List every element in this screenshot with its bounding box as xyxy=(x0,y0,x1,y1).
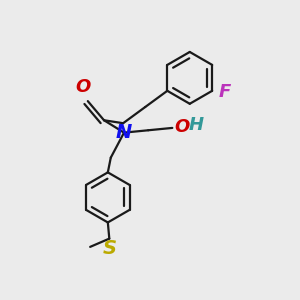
Text: O: O xyxy=(175,118,190,136)
Text: N: N xyxy=(116,123,132,142)
Text: O: O xyxy=(76,78,91,96)
Text: F: F xyxy=(219,83,231,101)
Text: S: S xyxy=(103,239,117,258)
Text: H: H xyxy=(188,116,204,134)
